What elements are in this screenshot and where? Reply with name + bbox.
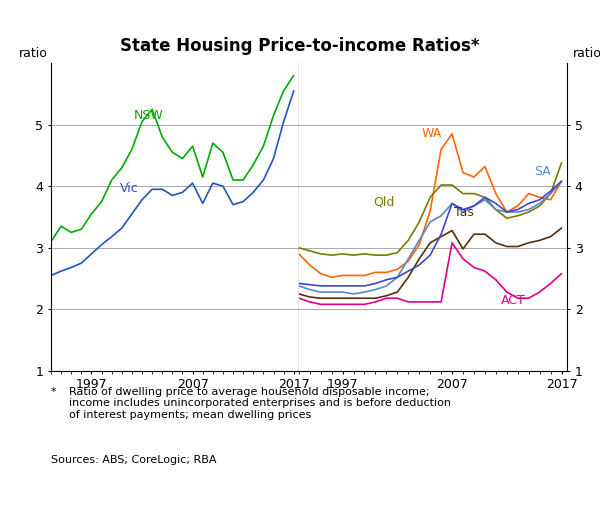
Text: *: * <box>51 387 56 397</box>
Text: ACT: ACT <box>502 295 526 307</box>
Text: ratio: ratio <box>19 47 47 60</box>
Text: Ratio of dwelling price to average household disposable income;
income includes : Ratio of dwelling price to average house… <box>69 387 451 420</box>
Text: State Housing Price-to-income Ratios*: State Housing Price-to-income Ratios* <box>120 37 480 55</box>
Text: Tas: Tas <box>454 206 474 219</box>
Text: Sources: ABS; CoreLogic; RBA: Sources: ABS; CoreLogic; RBA <box>51 455 217 465</box>
Text: ratio: ratio <box>573 47 600 60</box>
Text: WA: WA <box>421 127 442 140</box>
Text: Vic: Vic <box>120 183 139 195</box>
Text: Qld: Qld <box>373 196 395 209</box>
Text: SA: SA <box>534 165 551 178</box>
Text: NSW: NSW <box>134 108 164 122</box>
